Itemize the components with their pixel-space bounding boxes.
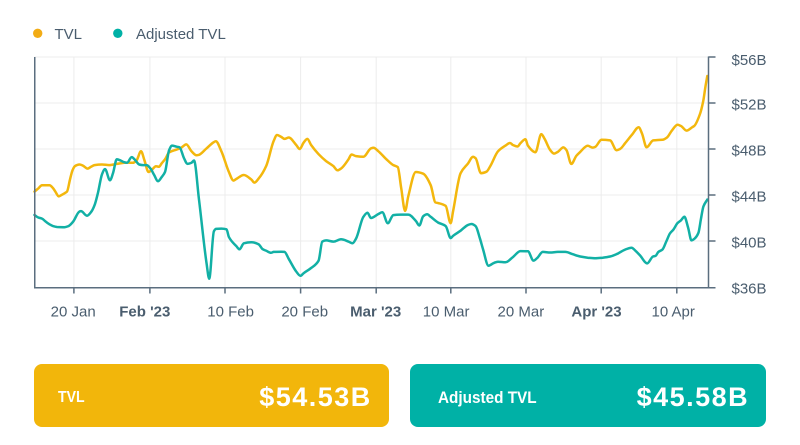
svg-text:Adjusted TVL: Adjusted TVL (136, 26, 226, 43)
svg-text:Feb '23: Feb '23 (119, 304, 170, 321)
svg-text:10 Mar: 10 Mar (423, 304, 470, 321)
svg-text:$52B: $52B (732, 96, 767, 113)
svg-text:$56B: $56B (732, 52, 767, 69)
svg-text:10 Feb: 10 Feb (207, 304, 254, 321)
svg-text:$44B: $44B (732, 188, 767, 205)
svg-text:20 Jan: 20 Jan (51, 304, 96, 321)
svg-text:20 Feb: 20 Feb (281, 304, 328, 321)
svg-text:10 Apr: 10 Apr (652, 304, 695, 321)
svg-text:TVL: TVL (55, 26, 83, 43)
svg-text:$40B: $40B (732, 234, 767, 251)
svg-text:$48B: $48B (732, 142, 767, 159)
svg-text:Mar '23: Mar '23 (350, 304, 401, 321)
svg-text:20 Mar: 20 Mar (498, 304, 545, 321)
svg-text:Apr '23: Apr '23 (571, 304, 621, 321)
svg-text:$36B: $36B (732, 280, 767, 297)
